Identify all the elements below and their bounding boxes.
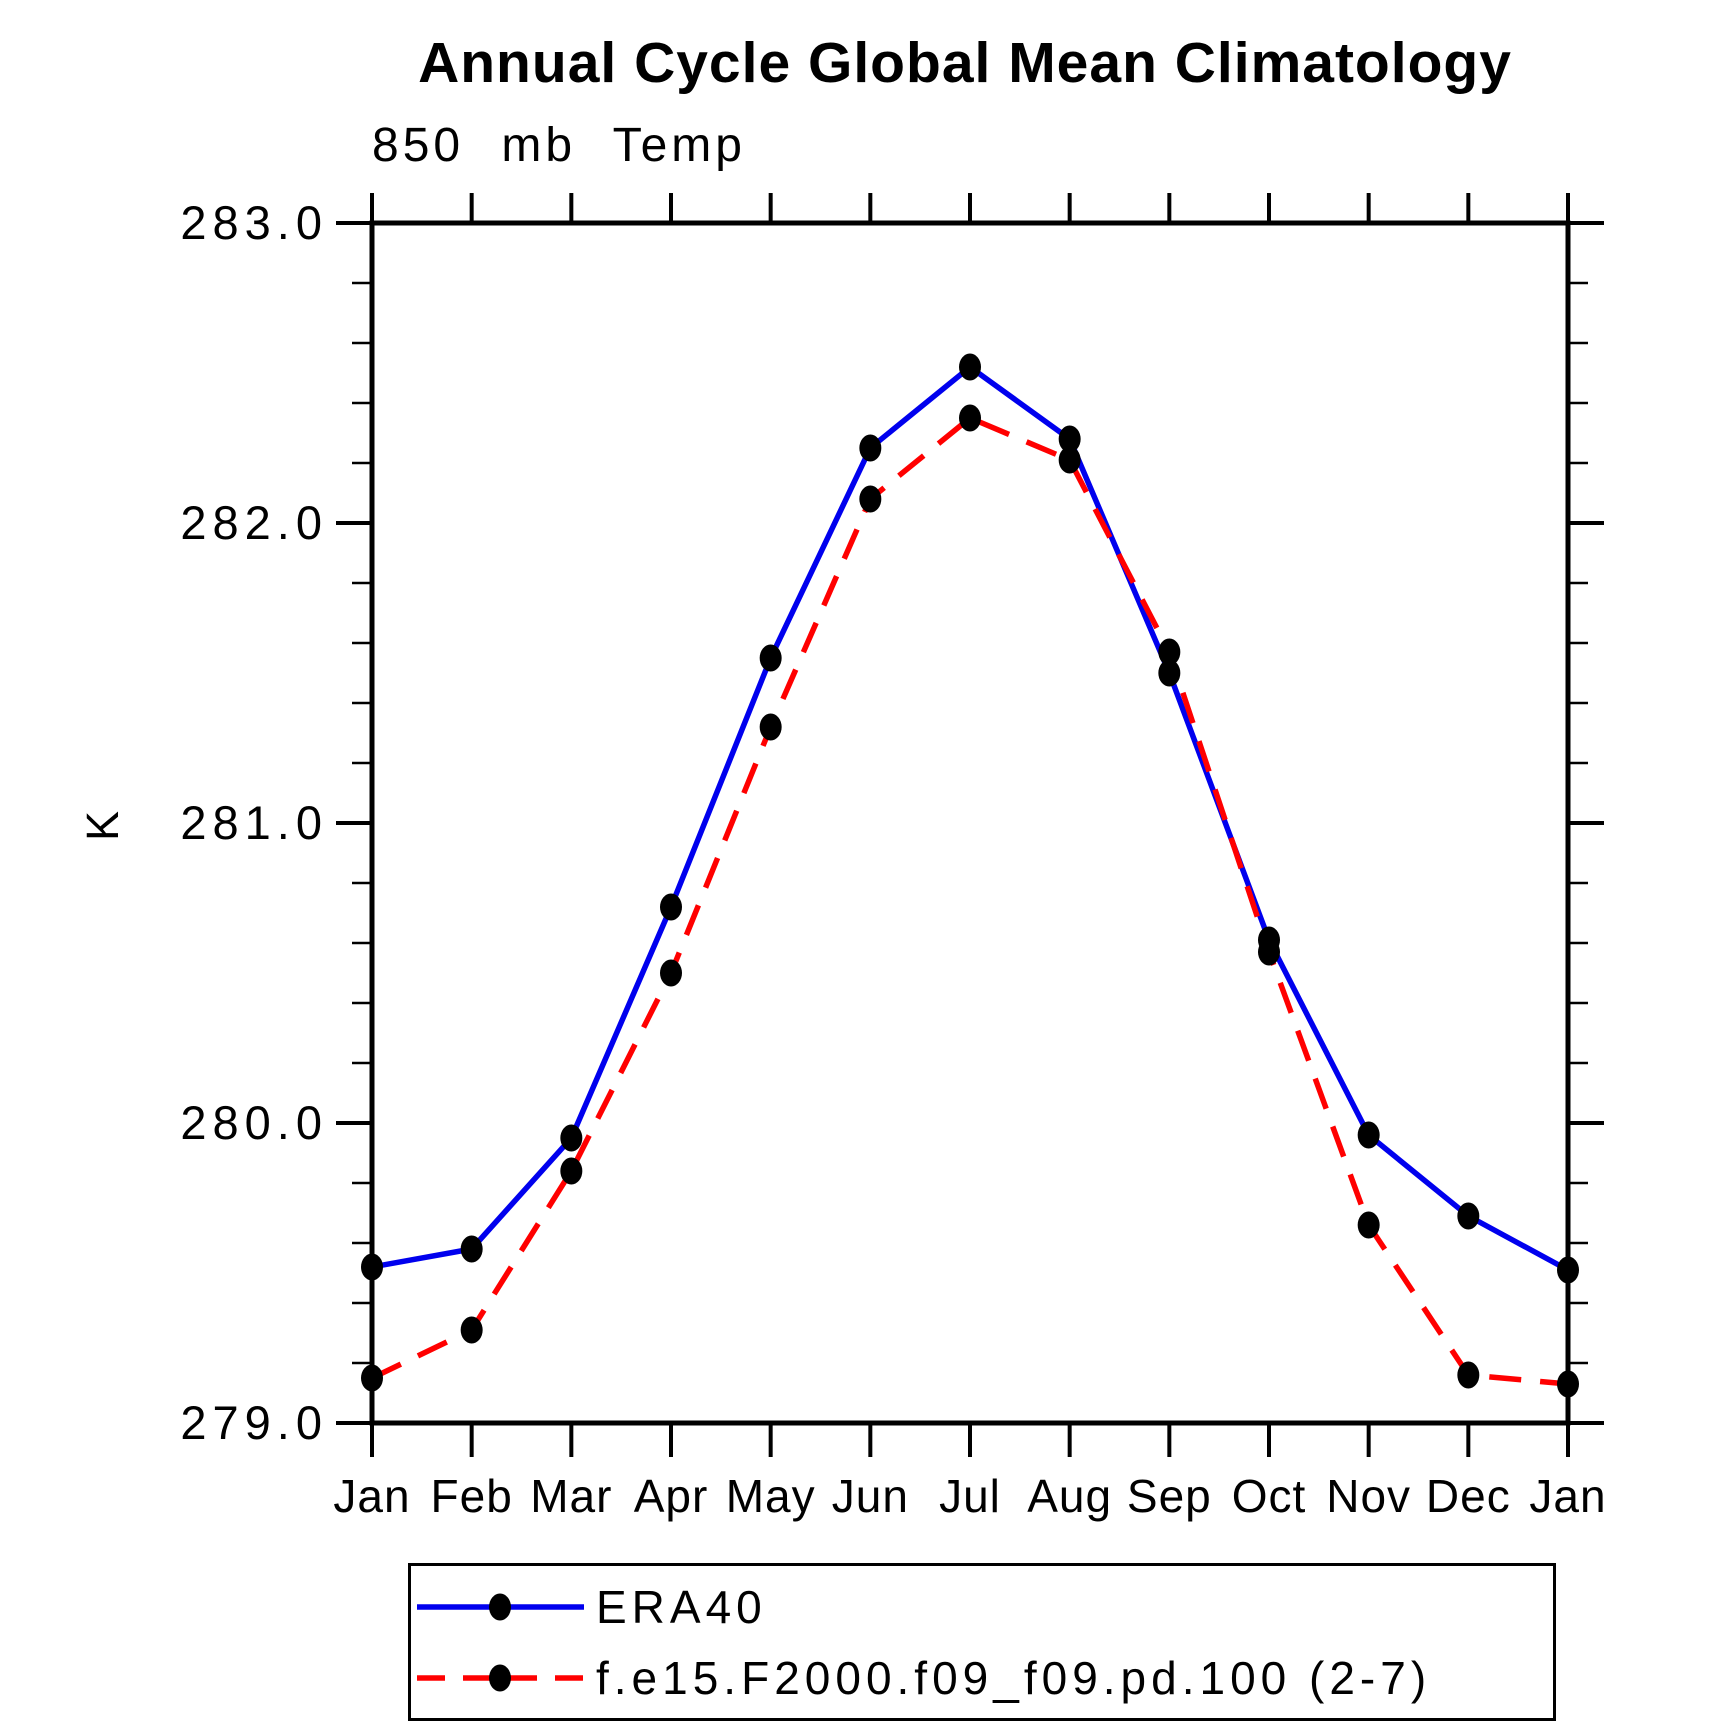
data-point-marker bbox=[1557, 1256, 1579, 1284]
legend-entry-era40: ERA40 bbox=[412, 1581, 767, 1633]
data-point-marker bbox=[1457, 1202, 1480, 1230]
chart-subtitle: 850 mb Temp bbox=[372, 119, 746, 172]
x-tick-label: Sep bbox=[1127, 1470, 1212, 1522]
x-tick-label: Oct bbox=[1232, 1470, 1307, 1522]
data-point-marker bbox=[560, 1157, 583, 1185]
y-tick-label: 282.0 bbox=[180, 496, 328, 549]
legend-label: ERA40 bbox=[596, 1581, 767, 1633]
x-tick-label: Mar bbox=[530, 1470, 612, 1522]
legend-box bbox=[408, 1563, 1556, 1721]
data-point-marker bbox=[1158, 659, 1181, 687]
legend-label: f.e15.F2000.f09_f09.pd.100 (2-7) bbox=[596, 1652, 1432, 1704]
y-tick-label: 283.0 bbox=[180, 196, 328, 249]
data-point-marker bbox=[361, 1253, 383, 1281]
y-tick-label: 281.0 bbox=[180, 796, 328, 849]
x-tick-label: Aug bbox=[1027, 1470, 1112, 1522]
legend-sample-dashed-line bbox=[417, 1664, 584, 1692]
x-tick-label: Nov bbox=[1326, 1470, 1411, 1522]
data-point-marker bbox=[660, 959, 682, 987]
data-point-marker bbox=[1258, 938, 1280, 966]
chart-title: Annual Cycle Global Mean Climatology bbox=[418, 31, 1512, 95]
data-point-marker bbox=[660, 893, 682, 921]
x-tick-label: Jan bbox=[1529, 1470, 1606, 1522]
data-point-marker bbox=[1357, 1211, 1380, 1239]
series-line-model bbox=[370, 415, 1569, 1387]
data-point-marker bbox=[361, 1364, 383, 1392]
data-point-marker bbox=[560, 1124, 583, 1152]
legend-marker-dot bbox=[489, 1593, 511, 1621]
legend-sample-solid-line bbox=[417, 1593, 584, 1621]
data-point-marker bbox=[1058, 446, 1081, 474]
data-point-marker bbox=[1058, 425, 1081, 453]
data-point-marker bbox=[959, 404, 981, 432]
data-point-marker bbox=[460, 1235, 483, 1263]
x-tick-label: May bbox=[726, 1470, 816, 1522]
data-point-marker bbox=[959, 353, 981, 381]
data-point-marker bbox=[859, 434, 882, 462]
data-point-marker bbox=[1457, 1361, 1480, 1389]
x-tick-label: Jan bbox=[333, 1470, 410, 1522]
data-point-marker bbox=[1557, 1370, 1579, 1398]
data-point-marker bbox=[460, 1316, 483, 1344]
x-tick-label: Jul bbox=[939, 1470, 1001, 1522]
y-tick-label: 280.0 bbox=[180, 1096, 328, 1149]
legend-marker-dot bbox=[489, 1664, 511, 1692]
legend-entry-model: f.e15.F2000.f09_f09.pd.100 (2-7) bbox=[412, 1652, 1431, 1704]
y-tick-label: 279.0 bbox=[180, 1396, 328, 1449]
series-line-era40 bbox=[371, 364, 1570, 1273]
data-point-marker bbox=[759, 713, 782, 741]
x-tick-label: Apr bbox=[634, 1470, 709, 1522]
data-point-marker bbox=[759, 644, 782, 672]
data-point-marker bbox=[1357, 1121, 1380, 1149]
data-point-marker bbox=[859, 485, 882, 513]
x-tick-label: Feb bbox=[431, 1470, 513, 1522]
x-tick-label: Jun bbox=[832, 1470, 909, 1522]
plot-frame bbox=[369, 220, 1571, 1426]
x-tick-label: Dec bbox=[1426, 1470, 1511, 1522]
data-point-marker bbox=[1158, 638, 1181, 666]
